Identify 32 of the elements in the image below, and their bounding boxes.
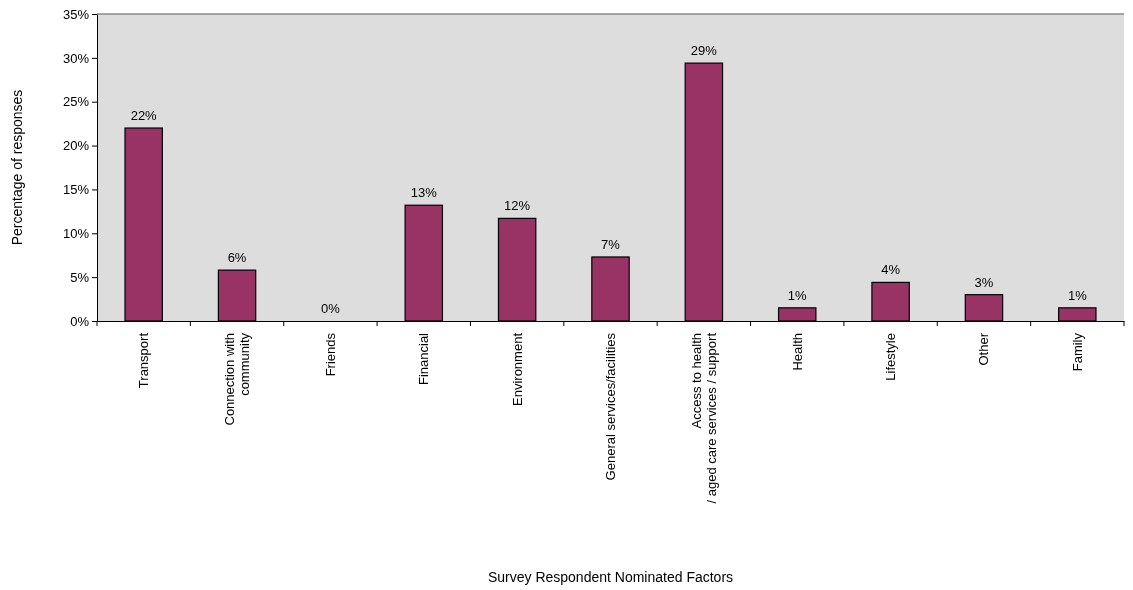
data-label: 22% <box>130 108 158 124</box>
y-tick-label: 30% <box>62 50 90 66</box>
y-tick-label: 10% <box>62 225 90 241</box>
x-axis-title: Survey Respondent Nominated Factors <box>487 569 734 585</box>
y-tick-label: 35% <box>62 6 90 22</box>
x-tick-label: Access to health / aged care services / support <box>688 332 719 504</box>
x-tick-label: Connection with community <box>222 332 253 426</box>
data-label: 1% <box>1067 287 1088 303</box>
data-label: 29% <box>690 43 718 59</box>
x-tick-label: Transport <box>136 332 152 389</box>
data-label: 13% <box>410 185 438 201</box>
data-label: 0% <box>321 301 341 316</box>
y-tick-label: 0% <box>70 313 90 329</box>
data-label: 7% <box>601 236 621 252</box>
x-tick-label: Environment <box>509 332 525 406</box>
data-label: 6% <box>227 250 247 266</box>
x-tick-label: Health <box>789 333 805 371</box>
x-tick-label: Friends <box>322 332 338 377</box>
data-label: 12% <box>504 198 531 214</box>
y-tick-label: 25% <box>62 94 90 110</box>
x-tick-label: Family <box>1069 332 1085 372</box>
y-tick-label: 5% <box>70 269 90 285</box>
x-tick-label: Financial <box>416 332 432 386</box>
data-label: 3% <box>974 274 994 290</box>
y-tick-label: 20% <box>62 138 90 154</box>
x-tick-label: Lifestyle <box>883 333 899 381</box>
y-axis-title: Percentage of responses <box>9 89 25 246</box>
x-tick-label: Other <box>976 332 992 366</box>
x-tick-label: General services/facilities <box>603 332 618 481</box>
y-tick-label: 15% <box>62 182 90 198</box>
data-label: 4% <box>881 262 901 278</box>
data-label: 1% <box>787 287 808 303</box>
